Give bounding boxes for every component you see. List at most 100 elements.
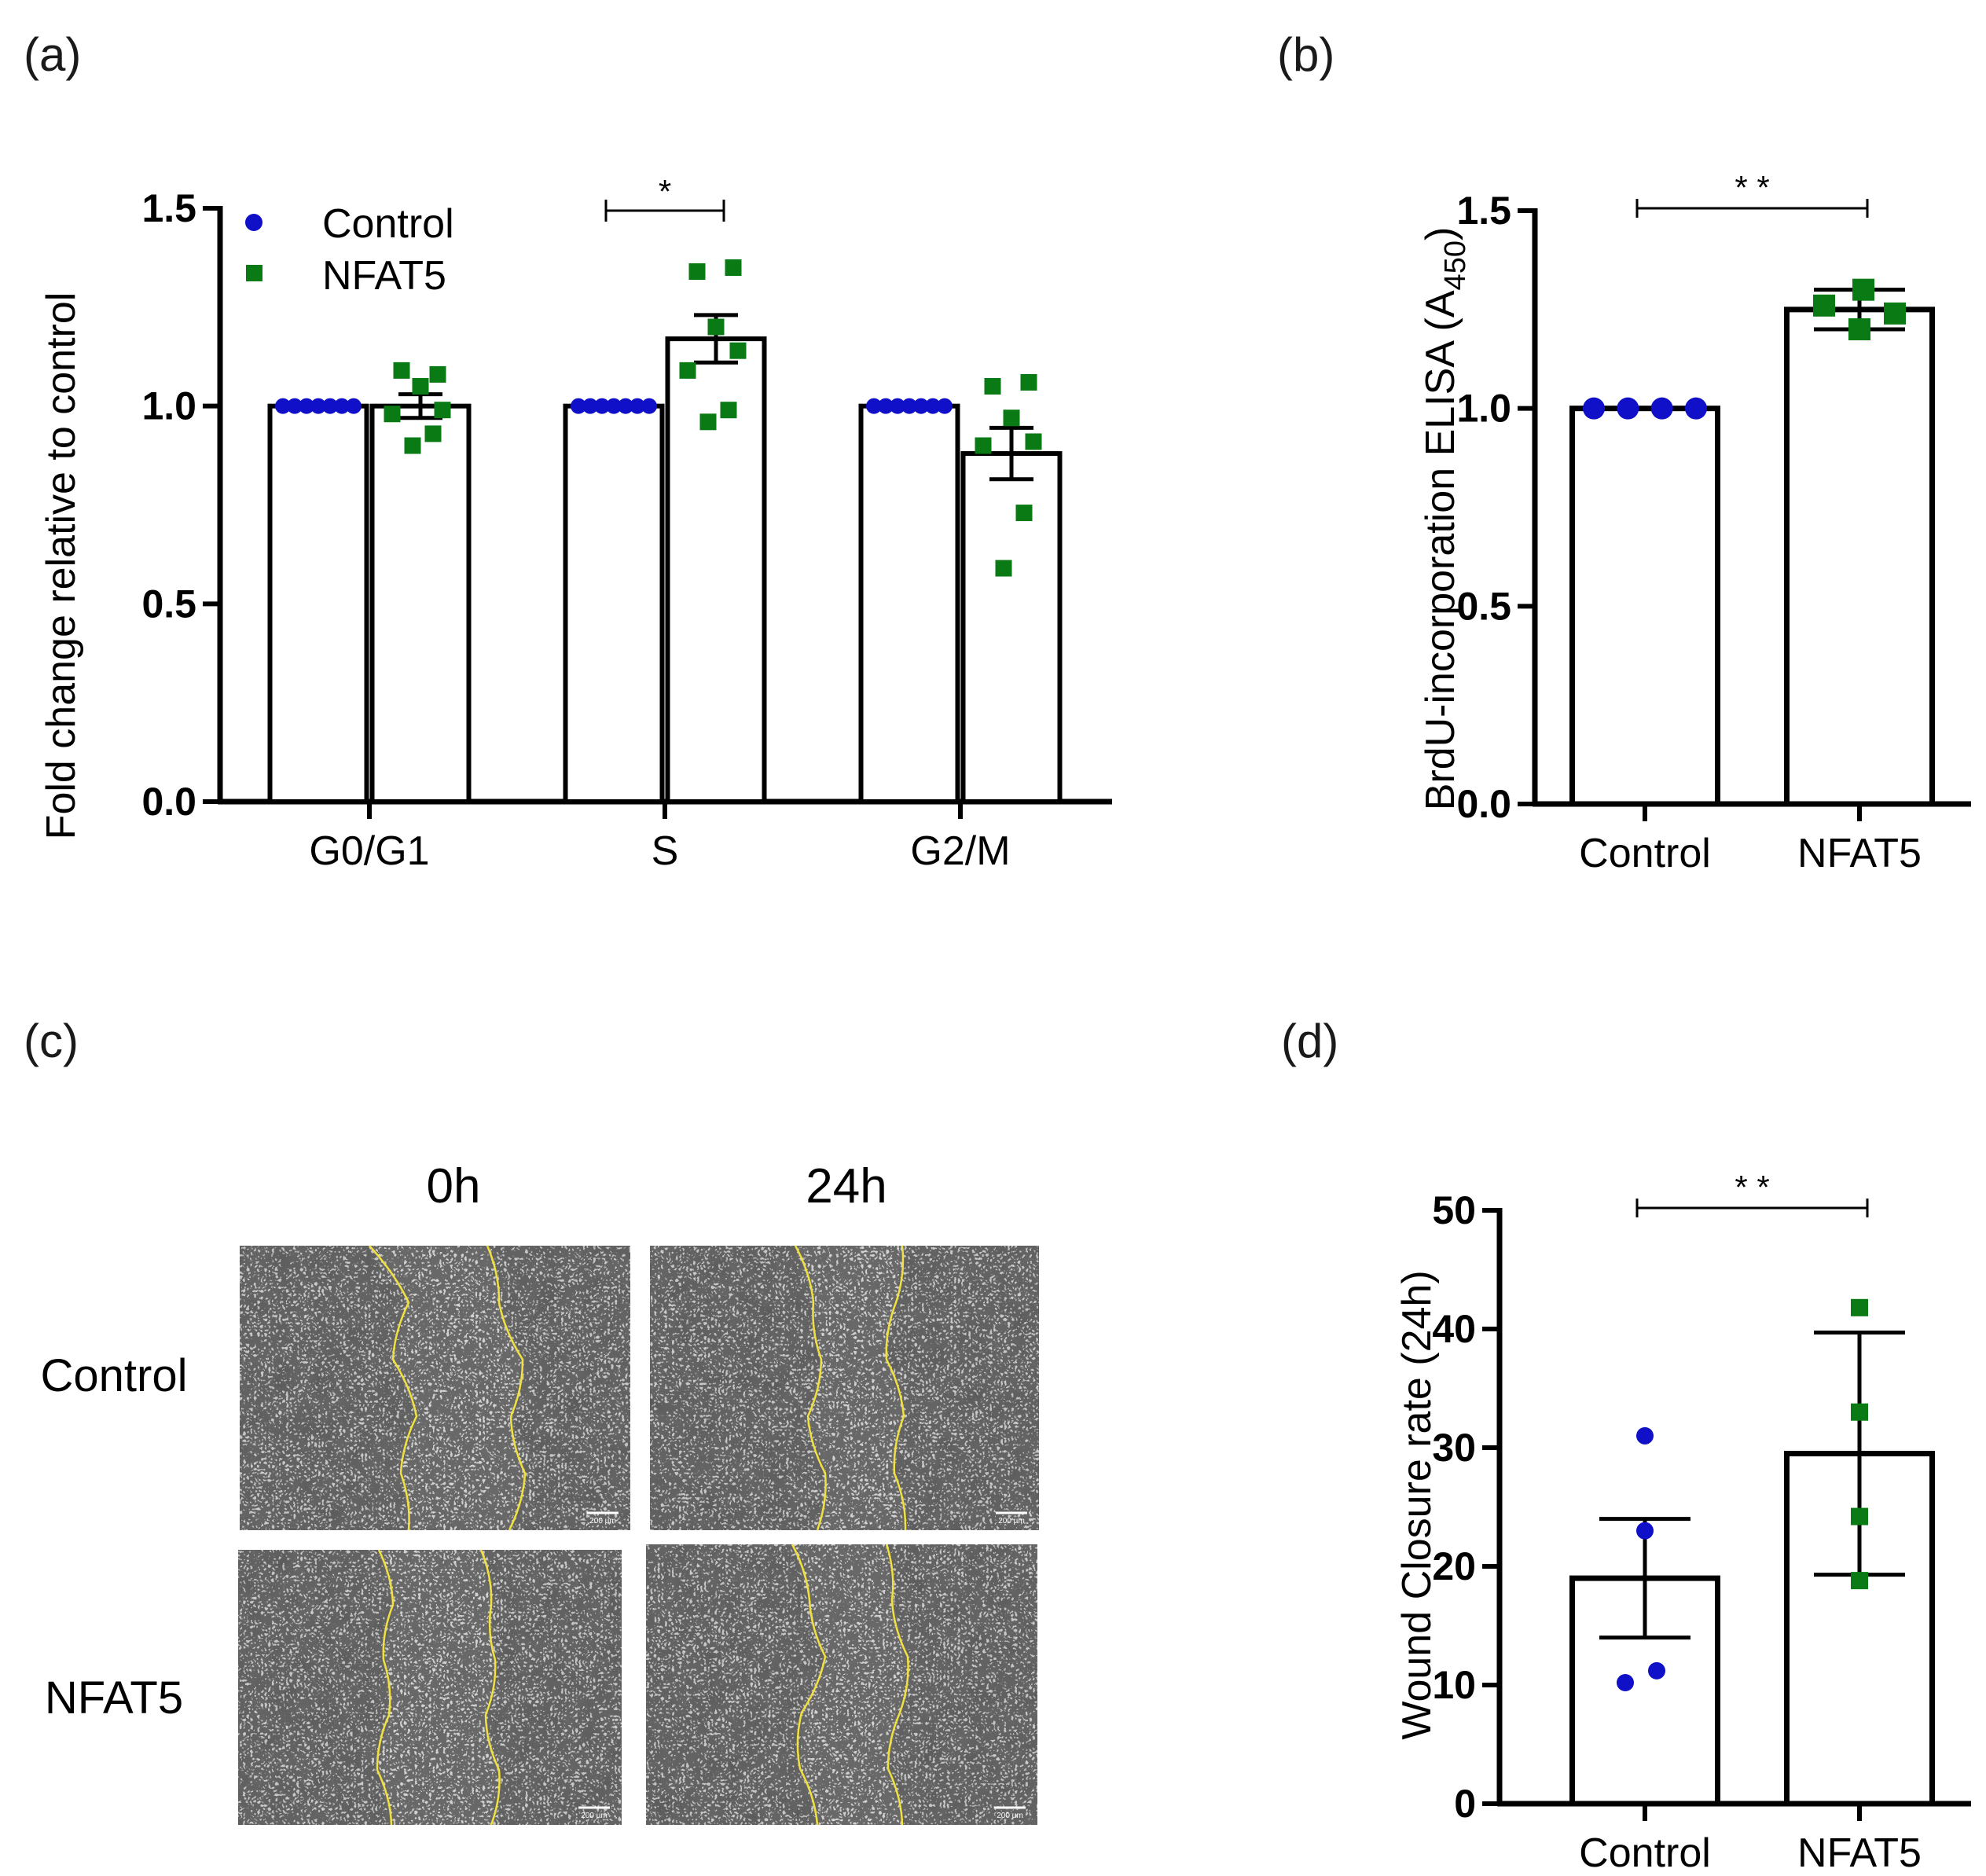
image-nfat5-24h-scale-label: 200 µm bbox=[997, 1812, 1023, 1820]
row-label-nfat5: NFAT5 bbox=[45, 1672, 183, 1724]
image-nfat5-24h: 200 µm bbox=[646, 1544, 1037, 1826]
bar-a-1-0 bbox=[369, 403, 472, 805]
image-nfat5-0h-speckles bbox=[238, 1550, 622, 1825]
point-a-0-0-3 bbox=[310, 398, 326, 414]
point-a-0-1-0 bbox=[571, 398, 586, 414]
y-tick-label-d-2: 20 bbox=[1432, 1544, 1476, 1588]
y-tick-label-d-5: 50 bbox=[1432, 1188, 1476, 1232]
point-a-0-1-6 bbox=[641, 398, 657, 414]
y-tick-label-a-0: 0.0 bbox=[141, 780, 196, 824]
point-a-1-2-0 bbox=[984, 378, 1001, 395]
point-a-1-2-6 bbox=[995, 560, 1012, 577]
image-nfat5-0h-scale-label: 200 µm bbox=[581, 1812, 608, 1820]
image-control-0h-scale-label: 200 µm bbox=[589, 1517, 616, 1525]
sig-label-d: * * bbox=[1735, 1169, 1769, 1206]
image-nfat5-0h: 200 µm bbox=[238, 1549, 622, 1826]
point-d-0-3 bbox=[1617, 1673, 1634, 1691]
point-d-1-0 bbox=[1851, 1298, 1868, 1316]
point-a-0-0-6 bbox=[346, 398, 362, 414]
bar-a-0-1 bbox=[563, 403, 665, 805]
x-tick-label-b-0: Control bbox=[1579, 831, 1711, 876]
chart-brdu: BrdU-incorporation ELISA (A450) 0.0 0.5 1.… bbox=[1418, 169, 1971, 876]
point-b-1-3 bbox=[1848, 318, 1870, 340]
point-a-1-0-2 bbox=[412, 378, 429, 395]
point-a-0-0-5 bbox=[334, 398, 350, 414]
point-a-0-1-1 bbox=[582, 398, 598, 414]
y-tick-label-d-0: 0 bbox=[1454, 1782, 1476, 1826]
sig-label-b: * * bbox=[1735, 169, 1769, 206]
point-a-1-1-3 bbox=[729, 342, 747, 359]
x-tick-label-b-1: NFAT5 bbox=[1797, 831, 1922, 876]
y-tick-label-d-4: 40 bbox=[1432, 1307, 1476, 1351]
point-b-0-1 bbox=[1617, 397, 1639, 420]
point-a-1-2-1 bbox=[1020, 373, 1037, 391]
point-b-1-0 bbox=[1813, 294, 1835, 317]
point-b-1-2 bbox=[1884, 302, 1906, 325]
point-a-1-1-4 bbox=[679, 362, 696, 379]
point-a-0-1-3 bbox=[606, 398, 622, 414]
point-b-0-2 bbox=[1650, 397, 1673, 420]
point-a-1-2-3 bbox=[1025, 433, 1042, 450]
point-d-1-1 bbox=[1851, 1403, 1868, 1421]
y-axis-label-d: Wound Closure rate (24h) bbox=[1394, 1270, 1440, 1739]
y-tick-label-a-1: 0.5 bbox=[141, 582, 196, 626]
bar-a-1-2 bbox=[960, 451, 1063, 804]
image-control-0h-speckles bbox=[240, 1246, 630, 1530]
bar-a-1-1 bbox=[665, 336, 767, 805]
y-tick-label-b-2: 1.0 bbox=[1456, 387, 1511, 431]
point-a-1-0-3 bbox=[434, 402, 451, 419]
y-tick-label-a-3: 1.5 bbox=[141, 186, 196, 230]
point-a-1-1-1 bbox=[725, 259, 742, 276]
column-label-24h: 24h bbox=[806, 1159, 887, 1213]
column-label-0h: 0h bbox=[427, 1159, 481, 1213]
point-a-0-2-2 bbox=[890, 398, 905, 414]
row-label-control: Control bbox=[41, 1350, 188, 1401]
image-control-24h-scale-label: 200 µm bbox=[998, 1517, 1025, 1525]
bar-a-0-2 bbox=[858, 403, 960, 805]
image-nfat5-24h-boundary-left bbox=[791, 1544, 827, 1826]
image-nfat5-0h-boundary-right bbox=[479, 1549, 501, 1826]
point-a-0-2-0 bbox=[866, 398, 882, 414]
point-a-1-0-0 bbox=[393, 362, 410, 379]
image-nfat5-24h-boundary-right bbox=[885, 1544, 909, 1826]
legend-a: Control NFAT5 bbox=[245, 201, 454, 299]
point-a-1-2-4 bbox=[975, 437, 992, 454]
point-a-1-0-1 bbox=[429, 365, 446, 383]
point-d-0-1 bbox=[1636, 1522, 1654, 1540]
image-control-0h-boundary-right bbox=[486, 1245, 527, 1531]
chart-wound-closure: Wound Closure rate (24h) 0 10 20 30 40 50 Cont… bbox=[1394, 1169, 1971, 1876]
x-tick-label-d-1: NFAT5 bbox=[1797, 1830, 1922, 1876]
sig-label-a-0: * bbox=[659, 173, 671, 210]
x-tick-label-d-0: Control bbox=[1579, 1830, 1711, 1876]
point-a-0-1-2 bbox=[594, 398, 610, 414]
point-a-1-2-5 bbox=[1015, 505, 1033, 522]
y-axis-label-a: Fold change relative to control bbox=[39, 292, 84, 840]
point-b-0-0 bbox=[1583, 397, 1605, 420]
point-a-0-0-1 bbox=[287, 398, 303, 414]
point-a-0-1-5 bbox=[630, 398, 645, 414]
y-tick-label-b-3: 1.5 bbox=[1456, 189, 1511, 233]
point-a-0-0-4 bbox=[322, 398, 338, 414]
point-b-1-1 bbox=[1852, 278, 1874, 301]
panel-label-c: (c) bbox=[24, 1015, 79, 1067]
chart-cell-cycle: Fold change relative to control Control … bbox=[39, 173, 1112, 874]
panel-label-a: (a) bbox=[24, 28, 81, 81]
point-a-0-2-6 bbox=[937, 398, 953, 414]
point-d-0-0 bbox=[1636, 1426, 1654, 1445]
legend-label-nfat5: NFAT5 bbox=[322, 253, 446, 299]
bar-a-0-0 bbox=[267, 403, 369, 805]
panel-label-b: (b) bbox=[1277, 28, 1334, 81]
point-d-0-2 bbox=[1648, 1661, 1665, 1680]
y-tick-label-d-3: 30 bbox=[1432, 1426, 1476, 1470]
wound-healing-images: 0h 24h Control NFAT5 200 µm 200 µm 200 µm 2… bbox=[41, 1159, 1039, 1826]
y-tick-label-b-0: 0.0 bbox=[1456, 782, 1511, 826]
point-a-1-1-5 bbox=[720, 402, 737, 419]
bar-b-0 bbox=[1569, 406, 1720, 807]
point-a-1-2-2 bbox=[1003, 409, 1020, 427]
y-axis-label-b-end: ) bbox=[1418, 227, 1463, 240]
y-tick-label-b-1: 0.5 bbox=[1456, 584, 1511, 628]
point-b-0-3 bbox=[1685, 397, 1707, 420]
image-control-0h: 200 µm bbox=[240, 1245, 630, 1531]
image-control-24h-boundary-left bbox=[794, 1245, 827, 1531]
